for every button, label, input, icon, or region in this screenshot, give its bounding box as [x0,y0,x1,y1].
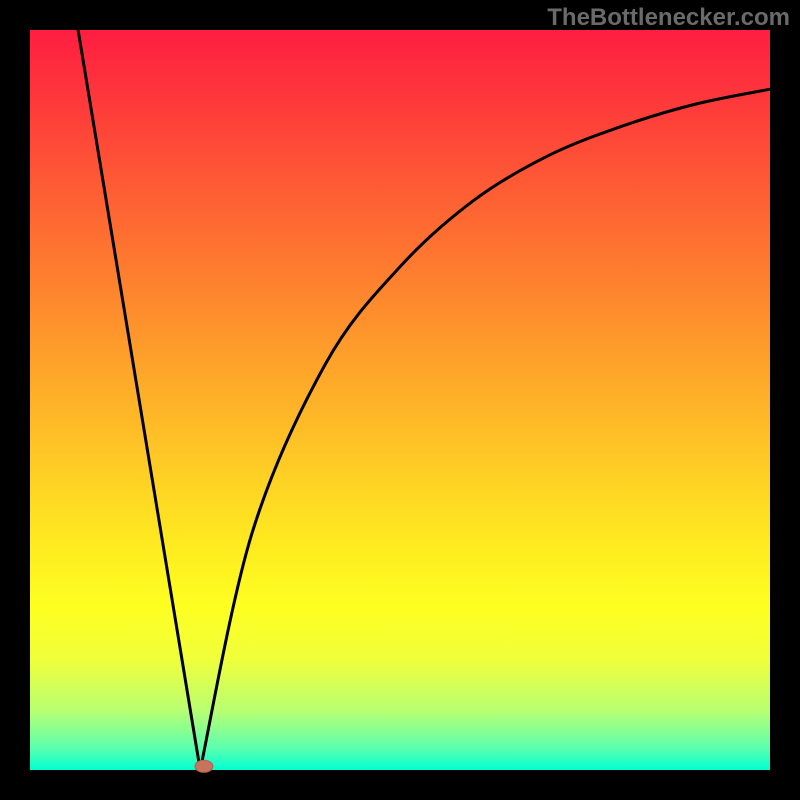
bottleneck-chart [0,0,800,800]
optimal-point-marker [195,760,213,772]
chart-container: TheBottlenecker.com [0,0,800,800]
watermark-text: TheBottlenecker.com [547,4,790,32]
plot-background [30,30,770,770]
